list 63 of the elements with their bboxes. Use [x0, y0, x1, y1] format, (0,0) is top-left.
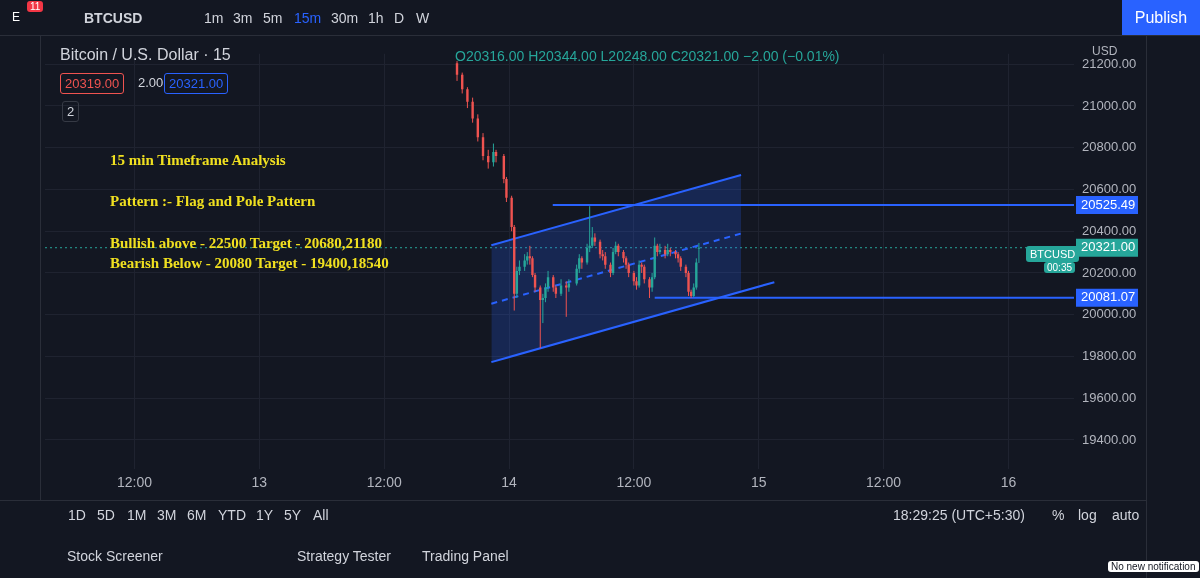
text: 11	[27, 1, 44, 12]
text: 3m	[233, 10, 253, 26]
annotation: O20316.00 H20344.00 L20248.00 C20321.00 −2.00 (−0.01%)	[455, 48, 840, 64]
text: 5Y	[284, 507, 302, 523]
text: BTCUSD	[84, 10, 143, 26]
text: YTD	[218, 507, 246, 523]
text: 30m	[331, 10, 359, 26]
text: Strategy Tester	[297, 548, 391, 564]
y-tick-label: 20800.00	[1082, 139, 1137, 155]
y-tick-label: 19400.00	[1082, 431, 1137, 447]
text: Trading Panel	[422, 548, 509, 564]
text: 1Y	[256, 507, 274, 523]
text: 1h	[368, 10, 384, 26]
text: D	[394, 10, 405, 26]
text: Publish	[1122, 0, 1200, 35]
annotation: 00:35	[1044, 262, 1076, 273]
y-tick-label: 20200.00	[1082, 264, 1137, 280]
annotation: 20525.49	[1081, 196, 1136, 212]
annotation: 20081.07	[1081, 289, 1136, 305]
text: 1D	[68, 507, 86, 523]
annotation: 15 min Timeframe Analysis	[110, 152, 286, 169]
annotation: Bearish Below - 20080 Target - 19400,18540	[110, 255, 389, 272]
y-tick-label: 20400.00	[1082, 222, 1137, 238]
annotation: 2	[62, 101, 80, 122]
text: No new notification	[1108, 561, 1199, 572]
x-tick-label: 12:00	[366, 474, 402, 491]
annotation: 20319.00	[60, 73, 125, 94]
text: 1M	[127, 507, 147, 523]
text: 6M	[187, 507, 207, 523]
x-tick-label: 13	[251, 474, 268, 491]
text: 1m	[204, 10, 224, 26]
chart-title: Bitcoin / U.S. Dollar · 15	[60, 46, 231, 64]
annotation: 20321.00	[164, 73, 229, 94]
x-tick-label: 12:00	[866, 474, 902, 491]
text: log	[1078, 507, 1097, 523]
text: auto	[1112, 507, 1140, 523]
text: 18:29:25 (UTC+5:30)	[893, 507, 1025, 523]
x-tick-label: 12:00	[116, 474, 153, 491]
text: W	[416, 10, 430, 26]
text: USD	[1092, 44, 1118, 58]
y-tick-label: 20000.00	[1082, 306, 1137, 322]
text: 15m	[294, 10, 322, 26]
y-tick-label: 21200.00	[1082, 55, 1137, 71]
text: %	[1052, 507, 1065, 523]
text: 5D	[97, 507, 115, 523]
annotation: 2.00	[138, 75, 164, 90]
text: Stock Screener	[67, 548, 163, 564]
text: All	[313, 507, 329, 523]
y-tick-label: 21000.00	[1082, 97, 1137, 113]
x-tick-label: 12:00	[616, 474, 652, 491]
text: 5m	[263, 10, 283, 26]
x-tick-label: 14	[501, 474, 518, 491]
y-tick-label: 19800.00	[1082, 348, 1137, 364]
annotation: Pattern :- Flag and Pole Pattern	[110, 193, 316, 210]
text: E	[12, 10, 21, 24]
annotation: Bullish above - 22500 Target - 20680,21180	[110, 235, 383, 252]
ref-line-label: 20321.00	[1081, 239, 1136, 255]
y-tick-label: 20600.00	[1082, 181, 1137, 197]
y-tick-label: 19600.00	[1082, 389, 1137, 405]
x-tick-label: 15	[750, 474, 767, 491]
text: 3M	[157, 507, 177, 523]
annotation: BTCUSD	[1026, 246, 1080, 262]
x-tick-label: 16	[1000, 474, 1017, 491]
